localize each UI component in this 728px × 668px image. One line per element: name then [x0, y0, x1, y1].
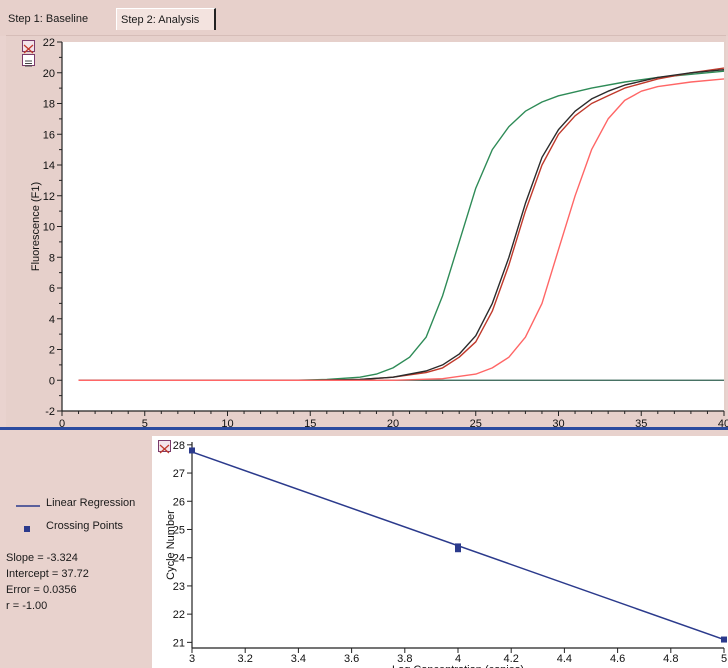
- std-y-tick-label: 22: [173, 609, 185, 621]
- y-tick-label: 10: [43, 222, 55, 234]
- crossing-point-3: [455, 546, 461, 553]
- std-y-axis-label: Cycle Number: [165, 510, 177, 580]
- y-tick-label: 6: [49, 283, 55, 295]
- tab-bar: Step 1: Baseline Step 2: Analysis: [0, 0, 728, 36]
- x-tick-label: 15: [304, 418, 316, 430]
- x-tick-label: 30: [552, 418, 564, 430]
- regression-legend-line: [16, 505, 40, 507]
- x-tick-label: 5: [142, 418, 148, 430]
- std-x-tick-label: 3.6: [344, 653, 359, 665]
- x-tick-label: 40: [718, 418, 728, 430]
- std-x-tick-label: 4.2: [504, 653, 519, 665]
- zoom-icon-standard-curve[interactable]: [158, 440, 171, 454]
- crossing-point-4: [721, 636, 727, 643]
- std-y-tick-label: 25: [173, 524, 185, 536]
- y-tick-label: 20: [43, 68, 55, 80]
- amplification-chart: -2 0 2 4 6 8 10 12 14 16 18 20 22 0 5 10 15 20 25 30 35 40 Cyc…: [30, 38, 728, 430]
- y-axis-label: Fluorescence (F1): [30, 182, 42, 271]
- amplification-curve-4: [78, 78, 725, 381]
- y-tick-label: 22: [43, 38, 55, 49]
- std-x-tick-label: 3.8: [397, 653, 412, 665]
- y-tick-label: 0: [49, 375, 55, 387]
- crossing-points-legend-marker: [24, 526, 30, 532]
- r-text: r = -1.00: [6, 600, 48, 612]
- std-x-tick-label: 4: [455, 653, 461, 665]
- crossing-points-legend-label: Crossing Points: [46, 520, 124, 532]
- std-x-tick-label: 3: [189, 653, 195, 665]
- std-y-tick-label: 26: [173, 496, 185, 508]
- std-x-tick-label: 4.8: [663, 653, 678, 665]
- std-x-tick-label: 4.6: [610, 653, 625, 665]
- x-tick-label: 20: [387, 418, 399, 430]
- slope-text: Slope = -3.324: [6, 552, 78, 564]
- y-tick-label: 4: [49, 314, 55, 326]
- standard-curve-chart: 21 22 23 24 25 26 27 28 3 3.2 3.4 3.6 3.8 4 4.2 4.4 4.6 4…: [165, 440, 727, 668]
- error-text: Error = 0.0356: [6, 584, 77, 596]
- regression-stats: Slope = -3.324 Intercept = 37.72 Error =…: [6, 550, 89, 614]
- std-x-tick-label: 4.4: [557, 653, 572, 665]
- std-x-tick-label: 3.2: [238, 653, 253, 665]
- panel-divider: [0, 427, 728, 430]
- y-tick-label: 18: [43, 99, 55, 111]
- tab-analysis[interactable]: Step 2: Analysis: [116, 8, 216, 30]
- y-tick-label: 12: [43, 191, 55, 203]
- intercept-text: Intercept = 37.72: [6, 568, 89, 580]
- y-tick-label: -2: [45, 406, 55, 418]
- y-tick-label: 14: [43, 160, 55, 172]
- tab-baseline[interactable]: Step 1: Baseline: [8, 13, 89, 25]
- amplification-curve-3: [78, 69, 725, 381]
- x-tick-label: 25: [470, 418, 482, 430]
- x-tick-label: 0: [59, 418, 65, 430]
- plot-area: [62, 42, 724, 411]
- y-tick-label: 8: [49, 252, 55, 264]
- std-x-tick-label: 3.4: [291, 653, 306, 665]
- x-tick-label: 10: [221, 418, 233, 430]
- amplification-curve-1: [78, 70, 725, 381]
- std-x-tick-label: 5: [721, 653, 727, 665]
- std-y-tick-label: 27: [173, 468, 185, 480]
- regression-legend-label: Linear Regression: [46, 497, 136, 509]
- std-y-tick-label: 21: [173, 637, 185, 649]
- std-y-tick-label: 23: [173, 581, 185, 593]
- list-icon[interactable]: [22, 54, 35, 67]
- y-tick-label: 16: [43, 129, 55, 141]
- std-y-tick-label: 24: [173, 553, 185, 565]
- y-tick-label: 2: [49, 345, 55, 357]
- zoom-icon[interactable]: [22, 40, 35, 54]
- std-x-axis-label: Log Concentration (copies): [392, 664, 524, 668]
- standard-curve-frame: [152, 436, 728, 668]
- crossing-point-1: [189, 447, 195, 454]
- x-axis-label: Cycle Number: [358, 429, 428, 430]
- std-y-tick-label: 28: [173, 440, 185, 452]
- x-tick-label: 35: [635, 418, 647, 430]
